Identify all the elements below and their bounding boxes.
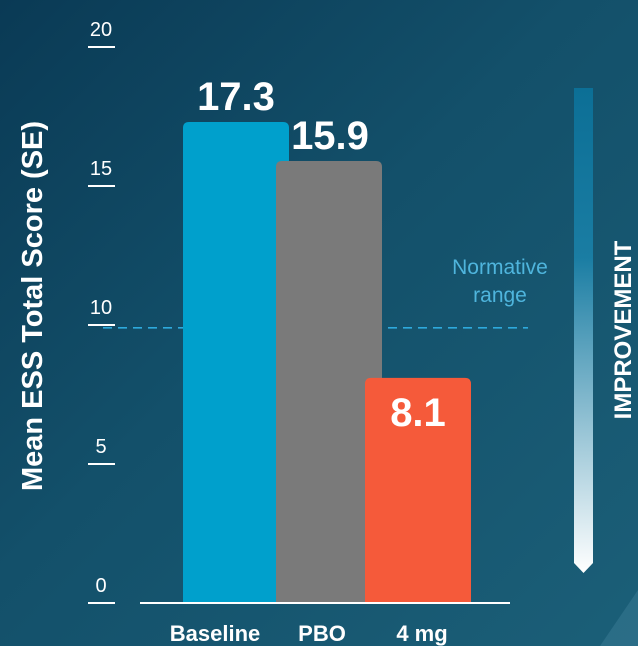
x-tick-label: Baseline (170, 621, 261, 646)
bar-pbo (276, 160, 382, 604)
normative-label-line1: Normative (452, 256, 548, 279)
y-tick-label: 20 (90, 19, 112, 41)
normative-label-line2: range (473, 284, 527, 307)
y-axis-label: Mean ESS Total Score (SE) (17, 121, 49, 491)
x-tick-label: 4 mg (396, 621, 447, 646)
x-tick-label: PBO (298, 621, 346, 646)
y-tick-label: 15 (90, 158, 112, 180)
bar-4-mg (365, 377, 471, 603)
improvement-arrow (574, 88, 593, 573)
y-tick-label: 10 (90, 297, 112, 319)
x-axis-labels: Baseline PBO 4 mg (170, 621, 448, 646)
y-tick-label: 0 (95, 575, 106, 597)
data-label: 15.9 (291, 114, 369, 158)
data-label: 17.3 (197, 75, 275, 119)
data-label: 8.1 (390, 391, 446, 435)
y-axis: 0 5 10 15 20 (88, 19, 115, 604)
improvement-label: IMPROVEMENT (610, 240, 637, 419)
y-tick-label: 5 (95, 436, 106, 458)
decorative-corner-shape (600, 590, 638, 646)
bar-baseline (183, 122, 289, 603)
bars: 17.3 15.9 8.1 (183, 75, 471, 604)
